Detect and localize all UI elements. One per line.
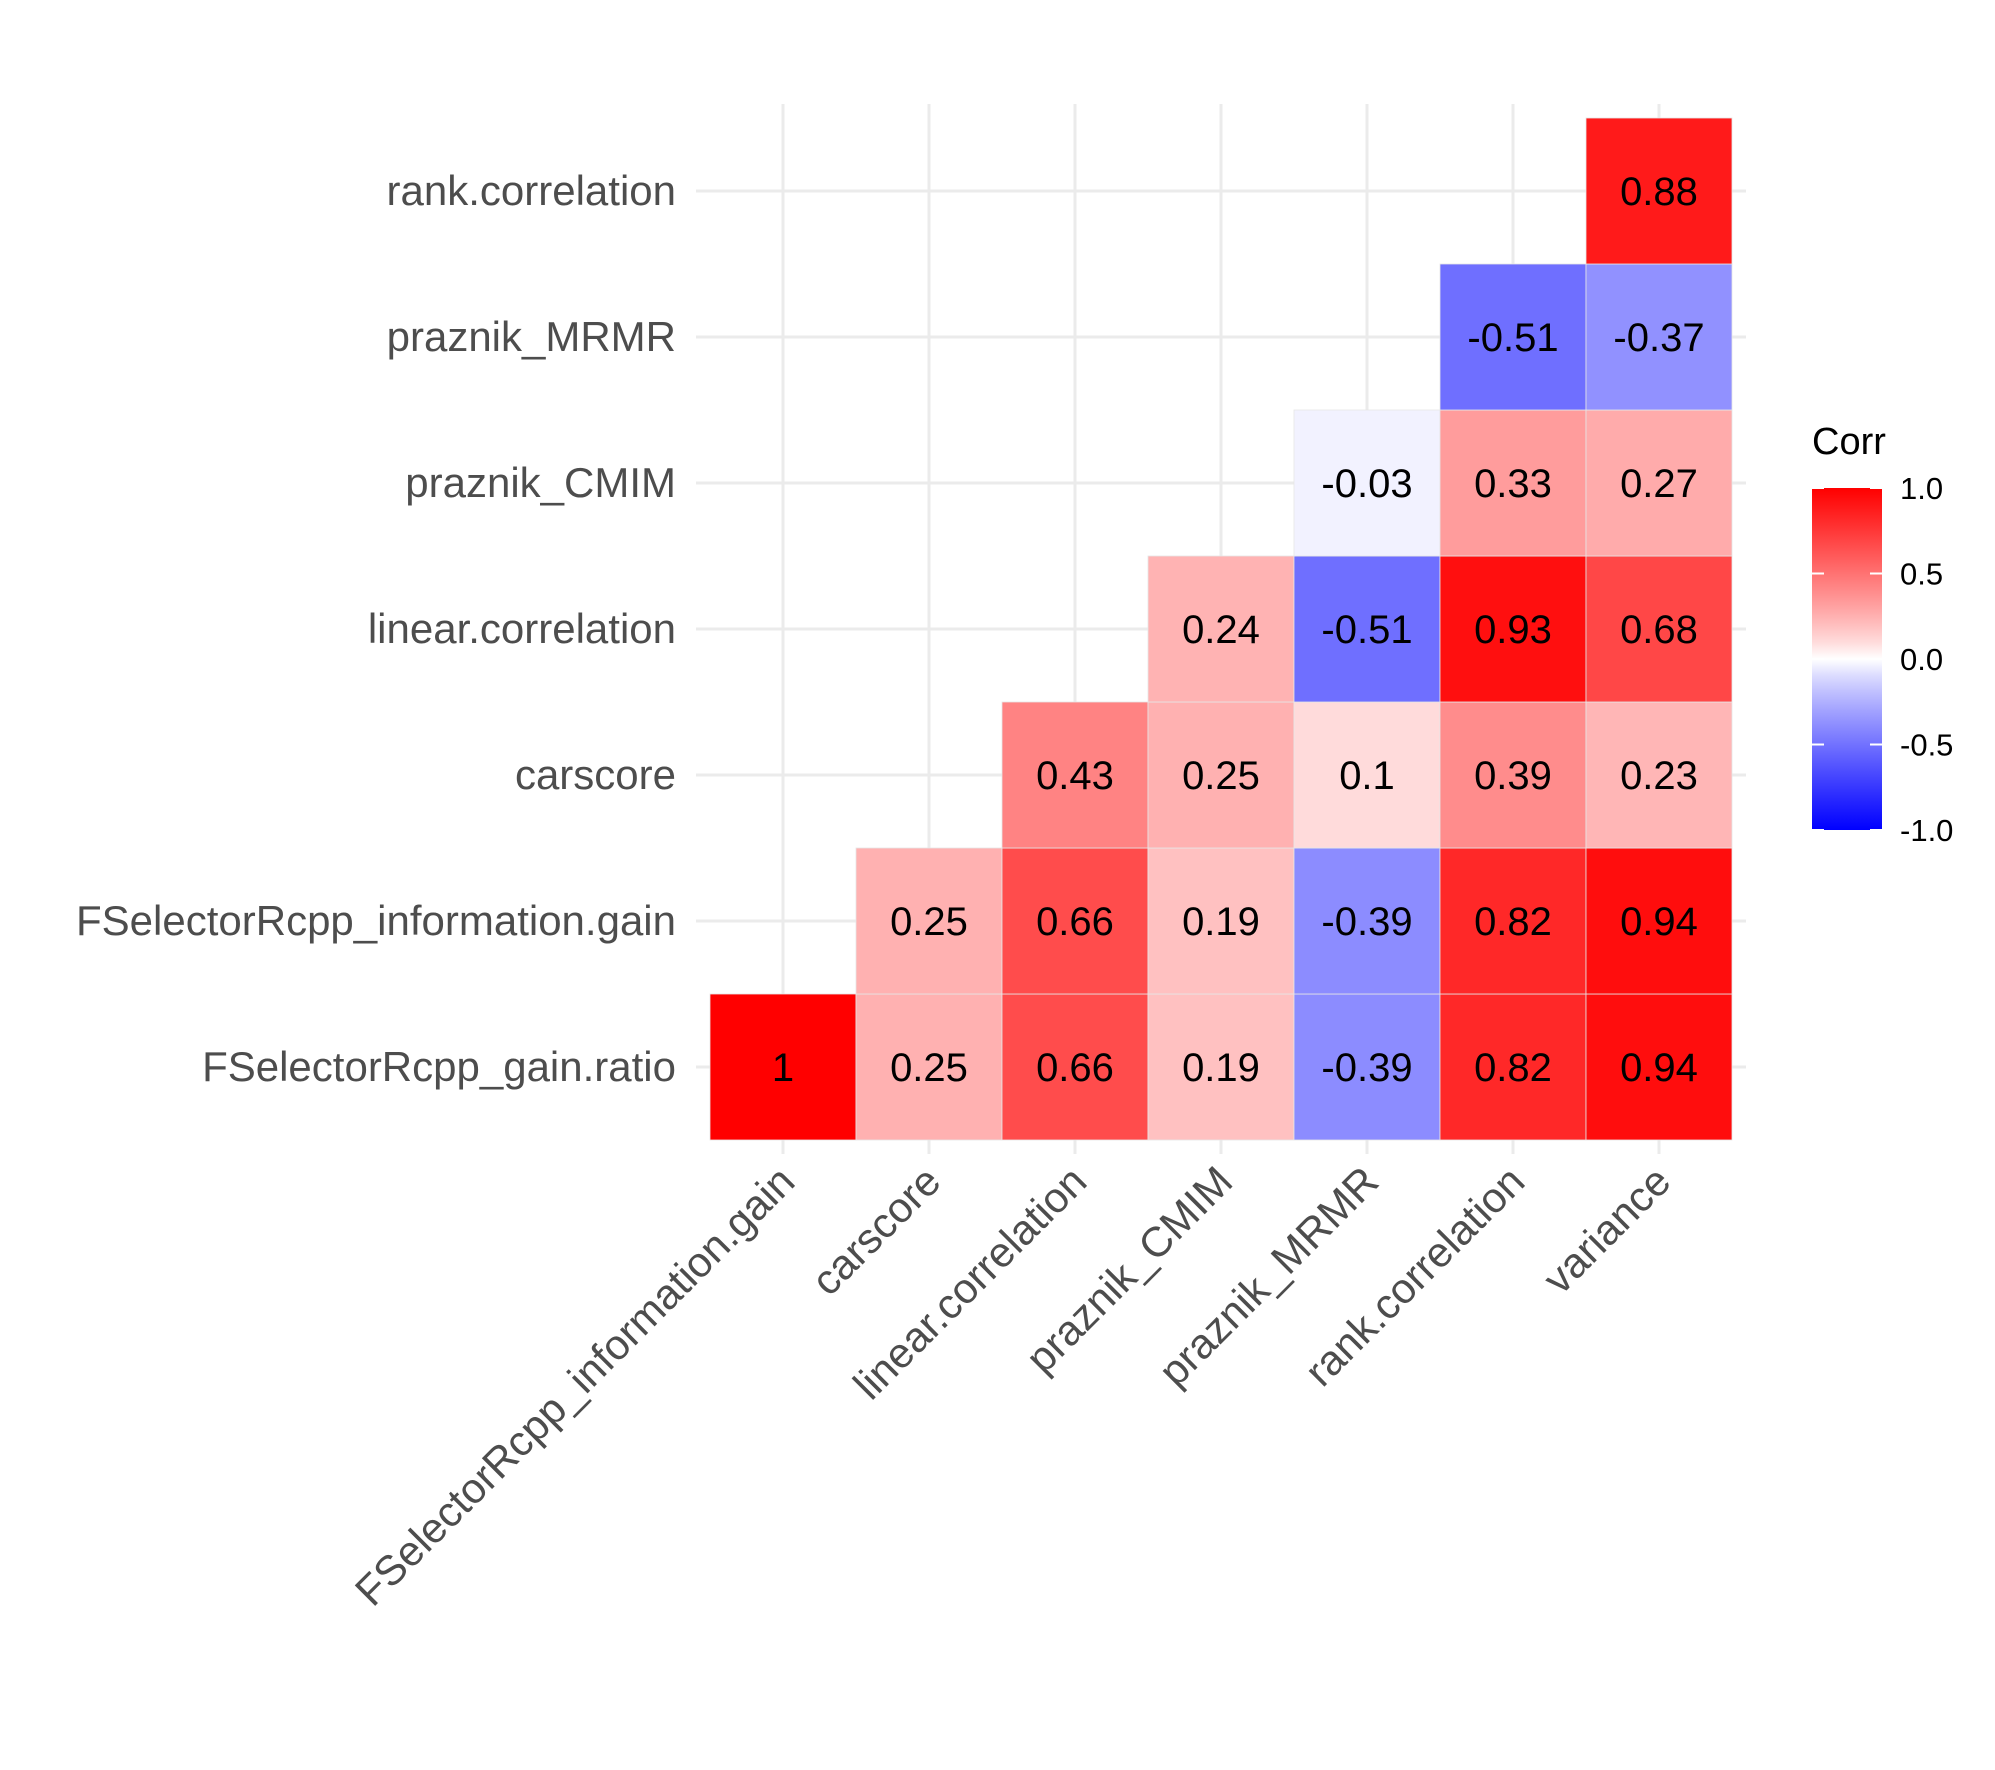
tile-linear-correlation--fselectorrcpp-gain-ratio	[1001, 993, 1149, 1141]
cell-label-rank-correlation--fselectorrcpp-gain-ratio: 0.82	[1474, 1046, 1552, 1090]
tile-variance--praznik-mrmr	[1585, 263, 1733, 411]
tile-praznik-mrmr--linear-correlation	[1293, 555, 1441, 703]
tile-variance--carscore	[1585, 701, 1733, 849]
y-tick-label-linear-correlation: linear.correlation	[368, 605, 676, 652]
tile-rank-correlation--praznik-mrmr	[1439, 263, 1587, 411]
tile-variance--linear-correlation	[1585, 555, 1733, 703]
legend-tick-label-1-0: 1.0	[1900, 471, 1943, 506]
tile-praznik-cmim--fselectorrcpp-information-gain	[1147, 847, 1295, 995]
tile-carscore--fselectorrcpp-information-gain	[855, 847, 1003, 995]
cell-label-linear-correlation--fselectorrcpp-gain-ratio: 0.66	[1036, 1046, 1114, 1090]
cell-label-rank-correlation--fselectorrcpp-information-gain: 0.82	[1474, 900, 1552, 944]
tile-variance--praznik-cmim	[1585, 409, 1733, 557]
tile-variance--fselectorrcpp-information-gain	[1585, 847, 1733, 995]
tile-rank-correlation--carscore	[1439, 701, 1587, 849]
cell-label-linear-correlation--carscore: 0.43	[1036, 754, 1114, 798]
x-tick-label-fselectorrcpp-information-gain: FSelectorRcpp_information.gain	[346, 1157, 803, 1614]
tile-rank-correlation--linear-correlation	[1439, 555, 1587, 703]
cell-label-rank-correlation--praznik-cmim: 0.33	[1474, 462, 1552, 506]
tile-praznik-mrmr--carscore	[1293, 701, 1441, 849]
cell-label-praznik-mrmr--fselectorrcpp-gain-ratio: -0.39	[1321, 1046, 1412, 1090]
x-tick-label-variance: variance	[1534, 1157, 1679, 1302]
cell-label-praznik-cmim--linear-correlation: 0.24	[1182, 608, 1260, 652]
cell-label-variance--fselectorrcpp-information-gain: 0.94	[1620, 900, 1698, 944]
legend-tick-label-1-0: -1.0	[1900, 813, 1953, 848]
tile-fselectorrcpp-information-gain--fselectorrcpp-gain-ratio	[709, 993, 857, 1141]
y-tick-label-fselectorrcpp-gain-ratio: FSelectorRcpp_gain.ratio	[202, 1043, 676, 1090]
cell-label-rank-correlation--carscore: 0.39	[1474, 754, 1552, 798]
tile-praznik-mrmr--praznik-cmim	[1293, 409, 1441, 557]
legend-tick-label-0-5: 0.5	[1900, 557, 1943, 592]
tile-variance--fselectorrcpp-gain-ratio	[1585, 993, 1733, 1141]
cell-label-variance--linear-correlation: 0.68	[1620, 608, 1698, 652]
cell-label-praznik-mrmr--carscore: 0.1	[1339, 754, 1395, 798]
cell-label-carscore--fselectorrcpp-information-gain: 0.25	[890, 900, 968, 944]
heatmap-tiles	[709, 117, 1733, 1141]
y-tick-label-rank-correlation: rank.correlation	[387, 167, 676, 214]
tile-praznik-mrmr--fselectorrcpp-information-gain	[1293, 847, 1441, 995]
cell-label-carscore--fselectorrcpp-gain-ratio: 0.25	[890, 1046, 968, 1090]
cell-label-praznik-mrmr--linear-correlation: -0.51	[1321, 608, 1412, 652]
tile-rank-correlation--fselectorrcpp-gain-ratio	[1439, 993, 1587, 1141]
tile-rank-correlation--praznik-cmim	[1439, 409, 1587, 557]
cell-label-praznik-mrmr--fselectorrcpp-information-gain: -0.39	[1321, 900, 1412, 944]
tile-praznik-mrmr--fselectorrcpp-gain-ratio	[1293, 993, 1441, 1141]
cell-label-variance--fselectorrcpp-gain-ratio: 0.94	[1620, 1046, 1698, 1090]
cell-label-variance--rank-correlation: 0.88	[1620, 170, 1698, 214]
y-tick-label-carscore: carscore	[515, 751, 676, 798]
tile-rank-correlation--fselectorrcpp-information-gain	[1439, 847, 1587, 995]
cell-label-praznik-cmim--carscore: 0.25	[1182, 754, 1260, 798]
tile-linear-correlation--carscore	[1001, 701, 1149, 849]
legend-tick-label-0-0: 0.0	[1900, 642, 1943, 677]
y-tick-label-fselectorrcpp-information-gain: FSelectorRcpp_information.gain	[76, 897, 676, 944]
tile-praznik-cmim--linear-correlation	[1147, 555, 1295, 703]
tile-linear-correlation--fselectorrcpp-information-gain	[1001, 847, 1149, 995]
tile-variance--rank-correlation	[1585, 117, 1733, 265]
cell-label-variance--praznik-cmim: 0.27	[1620, 462, 1698, 506]
cell-label-praznik-mrmr--praznik-cmim: -0.03	[1321, 462, 1412, 506]
cell-labels: 1 0.25 0.66 0.19 -0.39 0.82 0.94 0.25 0.66 0.19 -0…	[772, 170, 1705, 1090]
y-axis: FSelectorRcpp_gain.ratio FSelectorRcpp_in…	[76, 167, 676, 1090]
y-tick-label-praznik-mrmr: praznik_MRMR	[387, 313, 676, 360]
legend-tick-label-0-5: -0.5	[1900, 728, 1953, 763]
cell-label-rank-correlation--praznik-mrmr: -0.51	[1467, 316, 1558, 360]
tile-praznik-cmim--carscore	[1147, 701, 1295, 849]
cell-label-fselectorrcpp-information-gain--fselectorrcpp-gain-ratio: 1	[772, 1046, 794, 1090]
y-tick-label-praznik-cmim: praznik_CMIM	[405, 459, 676, 506]
cell-label-rank-correlation--linear-correlation: 0.93	[1474, 608, 1552, 652]
cell-label-praznik-cmim--fselectorrcpp-gain-ratio: 0.19	[1182, 1046, 1260, 1090]
legend-title: Corr	[1812, 421, 1886, 463]
x-axis: FSelectorRcpp_information.gaincarscoreli…	[346, 1157, 1679, 1614]
cell-label-variance--carscore: 0.23	[1620, 754, 1698, 798]
cell-label-praznik-cmim--fselectorrcpp-information-gain: 0.19	[1182, 900, 1260, 944]
cell-label-variance--praznik-mrmr: -0.37	[1613, 316, 1704, 360]
cell-label-linear-correlation--fselectorrcpp-information-gain: 0.66	[1036, 900, 1114, 944]
legend: Corr 1.0 0.5 0.0 -0.5 -1.0	[1812, 421, 1953, 848]
x-tick-label-carscore: carscore	[802, 1157, 949, 1304]
